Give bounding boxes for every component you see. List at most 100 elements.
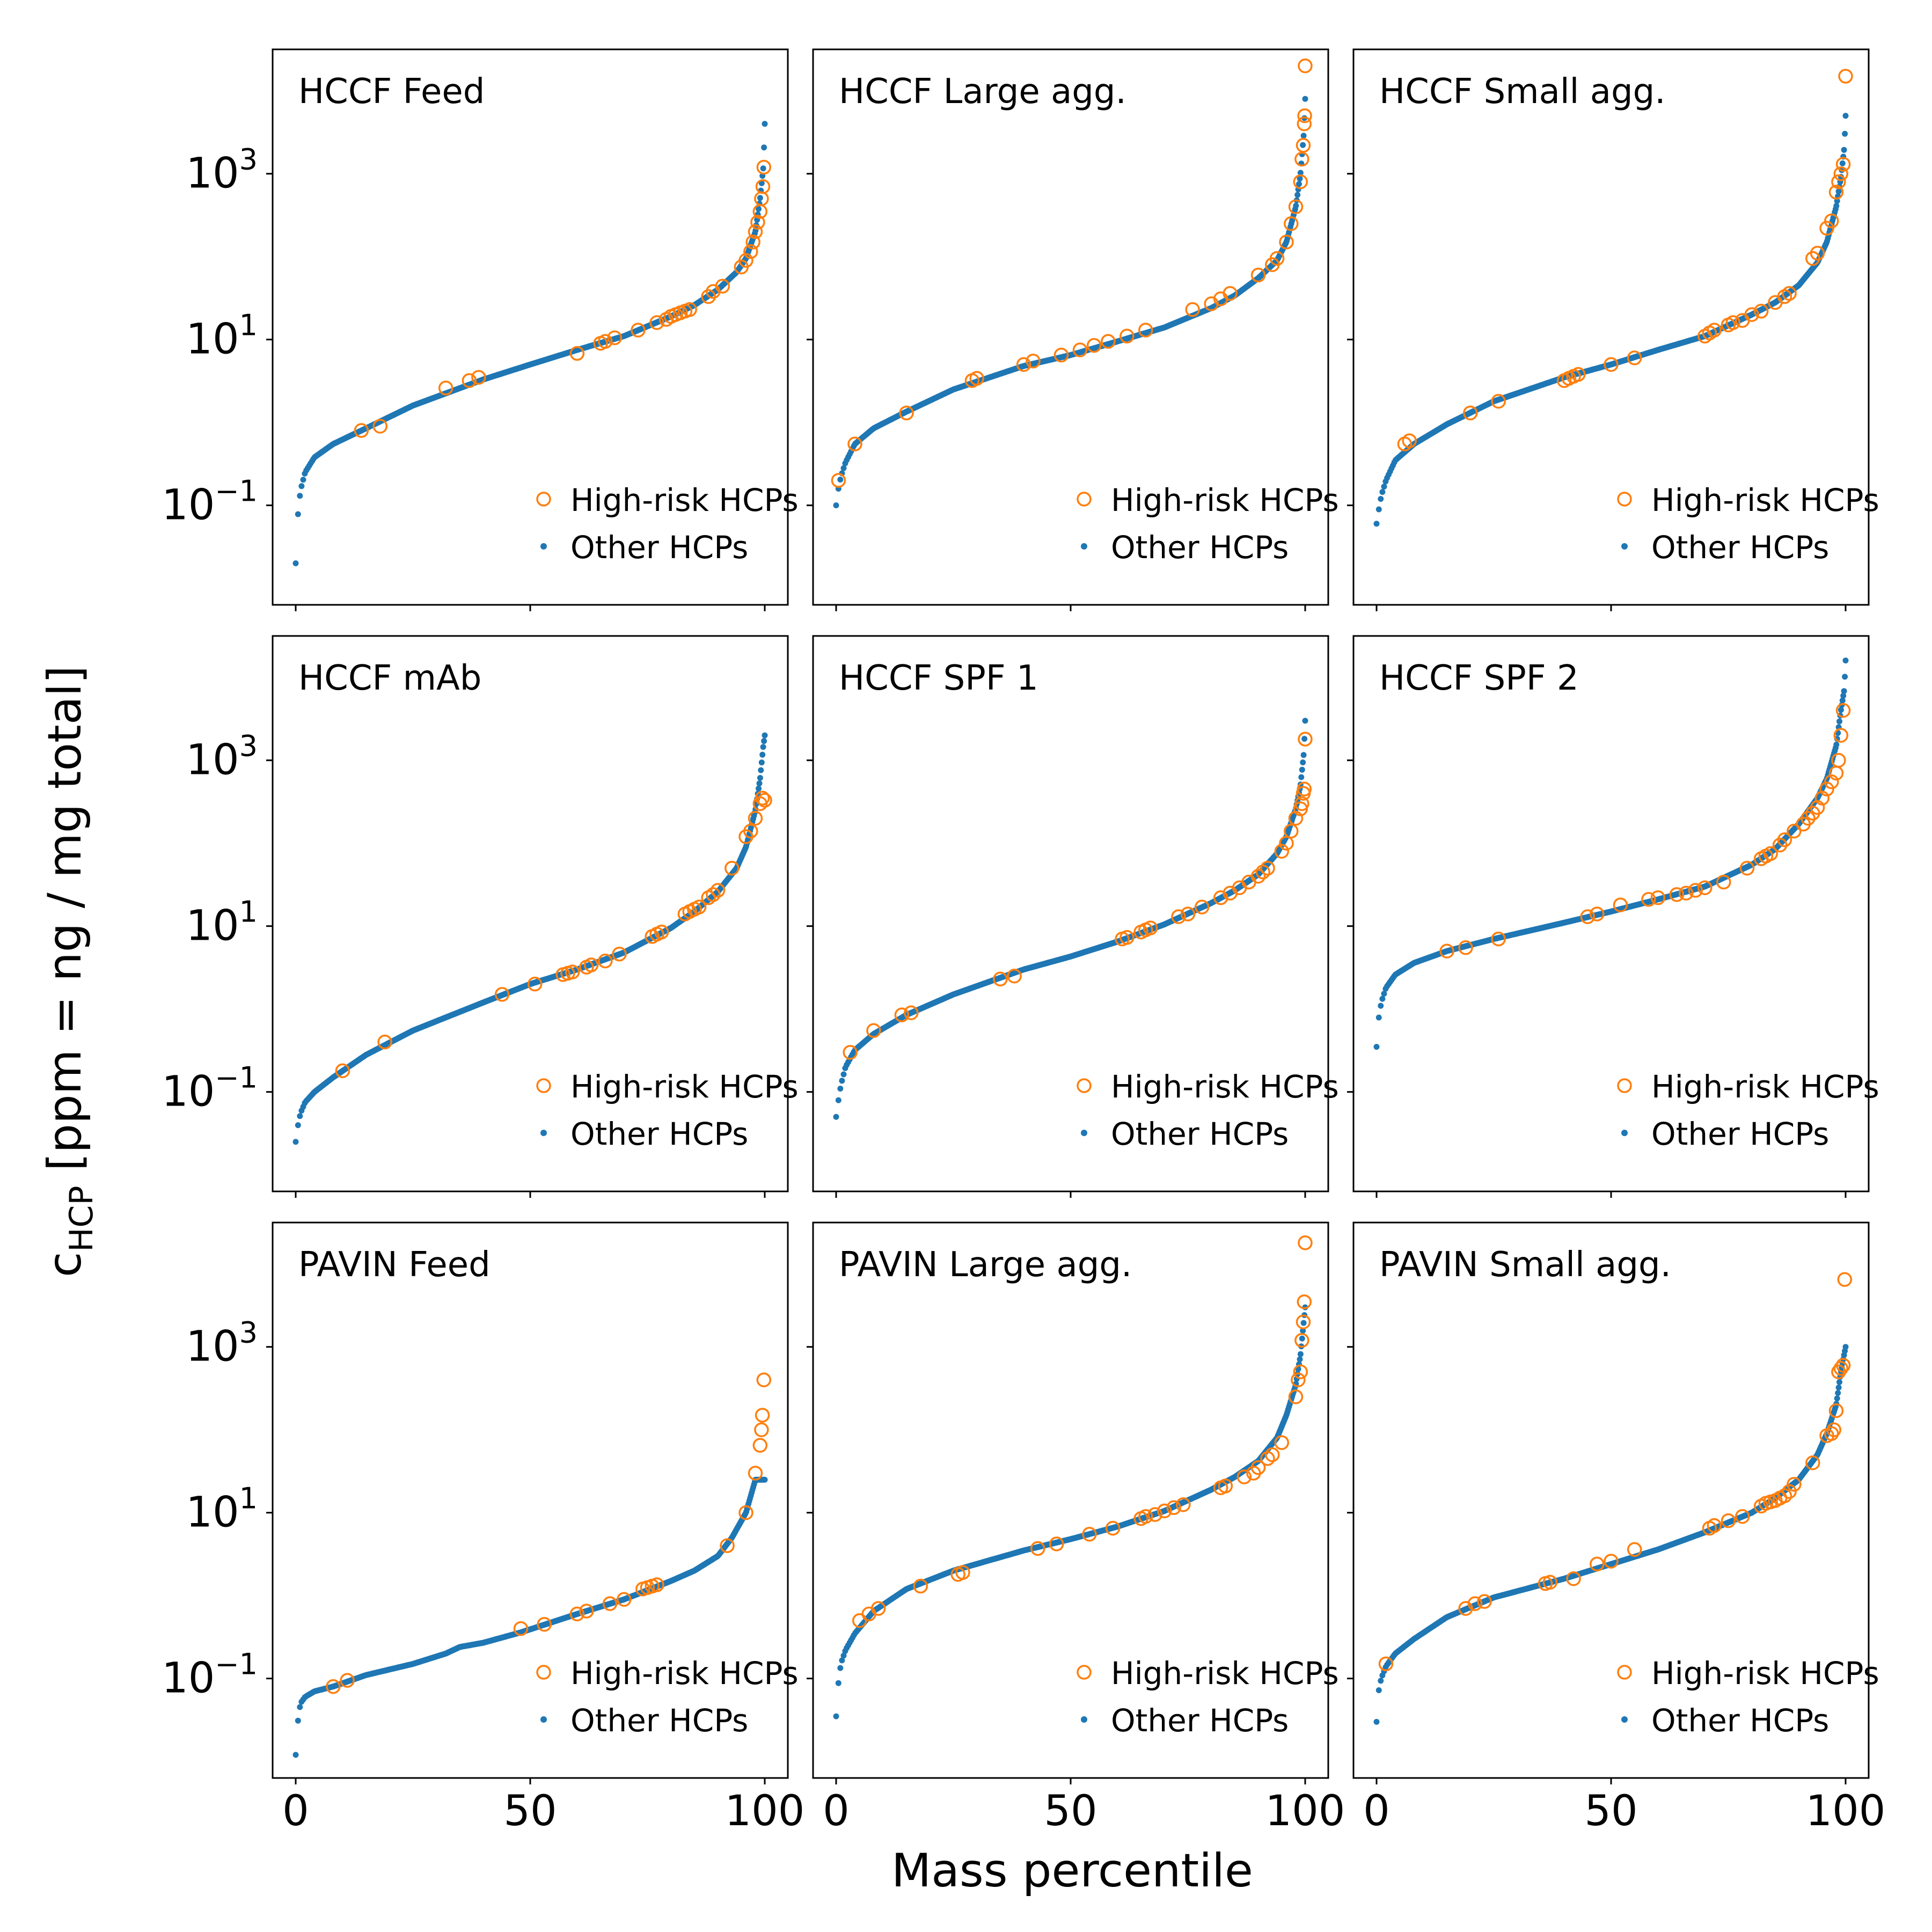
high-risk-hcp-point: [1138, 1509, 1153, 1524]
other-hcp-point: [1373, 521, 1380, 527]
high-risk-hcp-point: [1838, 69, 1853, 84]
high-risk-hcp-point: [527, 976, 543, 992]
other-hcp-point: [1300, 1320, 1307, 1326]
high-risk-hcp-point: [1265, 1447, 1280, 1462]
legend-other-marker: [540, 543, 547, 550]
other-hcp-point: [1842, 674, 1848, 680]
plot-area: [1373, 69, 1853, 527]
panel-title: HCCF SPF 1: [839, 658, 1038, 698]
high-risk-hcp-point: [1801, 810, 1816, 826]
other-hcp-point: [1833, 203, 1840, 209]
other-hcp-point: [1373, 1044, 1380, 1050]
other-hcp-point: [1302, 718, 1308, 724]
legend-high-risk-label: High-risk HCPs: [570, 1655, 799, 1692]
other-hcp-point: [1836, 718, 1842, 724]
x-ticks: [835, 605, 1306, 611]
other-hcp-point: [1839, 160, 1846, 166]
high-risk-hcp-point: [1294, 1333, 1309, 1348]
high-risk-hcp-point: [899, 405, 914, 421]
high-risk-hcp-point: [1288, 199, 1304, 214]
panel-frame: [1352, 1221, 1870, 1779]
high-risk-hcp-point: [1831, 752, 1846, 768]
high-risk-hcp-point: [372, 419, 388, 434]
high-risk-hcp-point: [1119, 328, 1135, 344]
high-risk-hcp-point: [755, 179, 771, 194]
other-hcp-point: [756, 785, 762, 792]
high-risk-hcp-point: [1284, 216, 1299, 231]
high-risk-hcp-point: [691, 899, 707, 914]
x-ticks: [295, 605, 766, 611]
high-risk-hcp-point: [340, 1673, 355, 1688]
other-hcp-point: [1300, 752, 1307, 758]
legend-high-risk-marker: [1617, 1078, 1632, 1093]
high-risk-hcp-point: [598, 953, 613, 969]
plot-area: [831, 58, 1313, 509]
high-risk-hcp-point: [969, 371, 984, 386]
x-tick-label: 100: [1806, 1787, 1886, 1835]
high-risk-hcp-point: [1007, 968, 1022, 984]
other-hcp-point: [1297, 1356, 1303, 1363]
other-hcp-point: [295, 1717, 301, 1724]
other-hcp-point: [756, 206, 762, 212]
high-risk-hcp-point: [1835, 157, 1851, 172]
x-ticks: [1375, 1191, 1847, 1198]
y-tick-exponent: −1: [215, 1648, 258, 1681]
high-risk-hcp-point: [745, 235, 760, 250]
other-hcp-point: [1299, 766, 1305, 773]
high-risk-hcp-point: [870, 1601, 886, 1616]
y-tick-base: 10: [186, 1489, 239, 1537]
x-tick-label: 50: [1584, 1787, 1637, 1835]
high-risk-hcp-point: [1166, 1500, 1182, 1516]
high-risk-hcp-point: [1716, 874, 1731, 890]
legend-high-risk-label: High-risk HCPs: [570, 1069, 799, 1105]
other-hcp-point: [837, 1665, 844, 1671]
legend-other-marker: [1621, 1130, 1628, 1136]
high-risk-hcp-point: [1296, 1314, 1311, 1329]
high-risk-hcp-point: [1279, 836, 1294, 851]
high-risk-hcp-point: [1194, 899, 1210, 914]
other-hcp-point: [298, 483, 305, 489]
high-risk-hcp-point: [1291, 1372, 1306, 1387]
high-risk-hcp-point: [738, 253, 753, 268]
high-risk-hcp-point: [750, 215, 765, 230]
high-risk-hcp-point: [1819, 781, 1834, 797]
legend-other-marker: [1081, 1130, 1087, 1136]
legend-other-label: Other HCPs: [1111, 529, 1289, 566]
legend-high-risk-label: High-risk HCPs: [1111, 482, 1339, 518]
y-tick-base: 10: [186, 150, 239, 198]
high-risk-hcp-point: [1185, 302, 1200, 317]
y-tick-exponent: 3: [239, 1316, 258, 1350]
high-risk-hcp-point: [1491, 393, 1506, 409]
other-hcp-point: [840, 1652, 847, 1659]
series-high-risk-hcps: [354, 159, 772, 438]
high-risk-hcp-point: [1650, 890, 1666, 905]
high-risk-hcp-point: [1030, 1541, 1045, 1556]
high-risk-hcp-point: [1763, 846, 1778, 861]
y-tick-base: 10: [186, 902, 239, 950]
other-hcp-point: [1842, 657, 1849, 664]
high-risk-hcp-point: [377, 1034, 392, 1050]
y-tick-exponent: 1: [239, 309, 258, 342]
other-hcp-point: [1294, 192, 1301, 198]
legend-other-marker: [540, 1716, 547, 1723]
panel-title: PAVIN Large agg.: [839, 1245, 1132, 1285]
other-hcp-point: [1833, 742, 1840, 748]
x-ticks: 0 50 100: [1363, 1778, 1885, 1835]
other-hcp-point: [1378, 496, 1384, 502]
other-hcp-point: [757, 775, 763, 781]
legend-high-risk-marker: [536, 1078, 551, 1093]
high-risk-hcp-point: [904, 1005, 919, 1020]
y-tick-exponent: 1: [239, 895, 258, 929]
legend-high-risk-marker: [1617, 492, 1632, 507]
high-risk-hcp-point: [513, 1621, 529, 1636]
high-risk-hcp-point: [913, 1578, 928, 1594]
other-hcp-point: [759, 751, 766, 758]
panel-frame: [812, 48, 1329, 606]
high-risk-hcp-point: [1250, 868, 1266, 884]
high-risk-hcp-point: [649, 1577, 664, 1592]
high-risk-hcp-point: [1458, 940, 1473, 955]
legend-other-marker: [540, 1130, 547, 1136]
